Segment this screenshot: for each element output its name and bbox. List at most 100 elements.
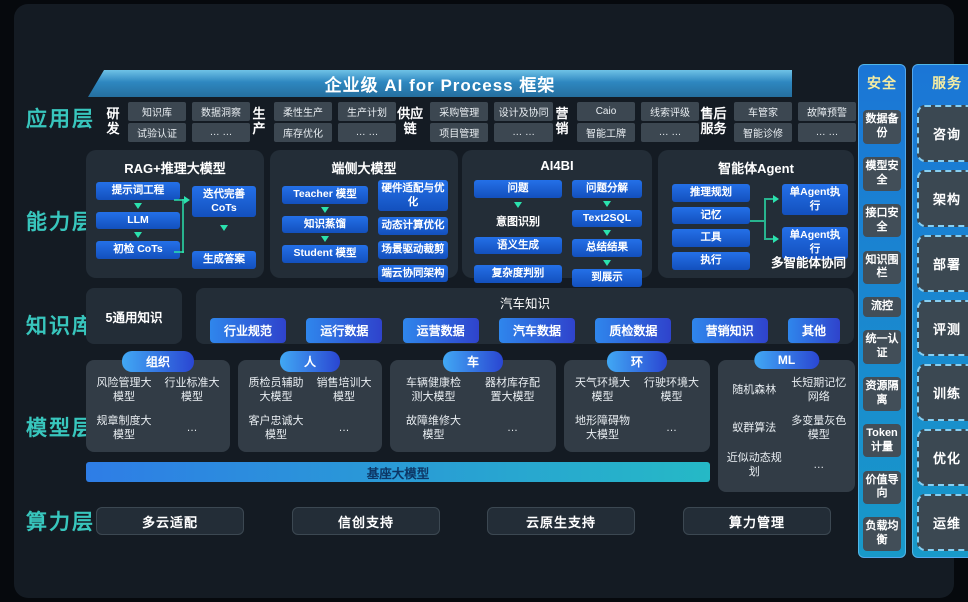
connector-line [750, 220, 764, 222]
app-cells: 知识库 试验认证 数据洞察 … … [128, 102, 250, 142]
app-cells: Caio 智能工牌 线索评级 … … [577, 102, 699, 142]
flow-box: 提示词工程 [96, 182, 180, 200]
capability-card-agent: 智能体Agent 推理规划 记忆 工具 执行 单Agent执行 单Agent执行… [658, 150, 854, 278]
service-item: 训练 [917, 364, 968, 422]
agent-footer-label: 多智能体协同 [770, 256, 846, 270]
flow-box: 端云协同架构 [378, 264, 448, 283]
connector-line [174, 199, 184, 201]
model-cell: 行驶环境大模型 [644, 377, 699, 404]
app-cell: 柔性生产 [274, 102, 332, 121]
app-cells: 柔性生产 库存优化 生产计划 … … [274, 102, 396, 142]
flow-text: 意图识别 [496, 215, 540, 228]
service-item: 运维 [917, 494, 968, 552]
security-item: 接口安全 [863, 203, 901, 238]
model-group-org: 组织 风险管理大模型 行业标准大模型 规章制度大模型 … [86, 351, 230, 452]
capability-card-rag: RAG+推理大模型 提示词工程 LLM 初检 CoTs 迭代完善 CoTs 生成… [86, 150, 264, 278]
card-title: 端侧大模型 [331, 161, 397, 176]
knowledge-pill: 营销知识 [691, 318, 768, 343]
model-cell: 地形障碍物大模型 [575, 414, 630, 441]
app-layer-row: 研发 知识库 试验认证 数据洞察 … … 生产 柔性生产 库存优化 生产计划 …… [104, 99, 856, 145]
connector-line [764, 198, 766, 240]
app-cell: Caio [577, 102, 635, 121]
app-cell: 生产计划 [338, 102, 396, 121]
security-panel-title: 安全 [867, 75, 897, 91]
app-cell: … … [494, 123, 553, 142]
flow-box: 单Agent执行 [782, 227, 848, 259]
compute-button-cloudnative: 云原生支持 [487, 507, 635, 535]
flow-box: 工具 [672, 229, 750, 247]
app-group-label: 生产 [252, 106, 266, 136]
flow-box: 硬件适配与优化 [378, 180, 448, 212]
model-cell: 风险管理大模型 [96, 377, 152, 404]
knowledge-pill: 运营数据 [402, 318, 479, 343]
security-item: 数据备份 [863, 110, 901, 144]
flow-box: 记忆 [672, 206, 750, 225]
model-cell: 随机森林 [732, 384, 777, 397]
app-cell: 智能工牌 [577, 123, 635, 142]
security-item: Token计量 [863, 423, 901, 458]
model-group-pill: 车 [442, 351, 504, 372]
edge-flow-left: Teacher 模型 知识蒸馏 Student 模型 [282, 186, 368, 263]
title-banner: 企业级 AI for Process 框架 [88, 70, 792, 97]
app-cell: 设计及协同 [494, 102, 553, 121]
compute-button-multicloud: 多云适配 [96, 507, 244, 535]
security-item: 资源隔离 [863, 377, 901, 411]
security-item: 统一认证 [863, 330, 901, 364]
flow-box: 单Agent执行 [782, 184, 848, 216]
app-cell: 线索评级 [641, 102, 699, 121]
rag-flow-right: 迭代完善 CoTs 生成答案 [192, 186, 256, 269]
app-cell: 故障预警 [798, 102, 856, 121]
edge-list-right: 硬件适配与优化 动态计算优化 场景驱动裁剪 端云协同架构 [378, 180, 448, 283]
connector-line [766, 238, 774, 240]
model-group-pill: 组织 [121, 351, 195, 372]
app-cell: 车管家 [734, 102, 792, 121]
app-group-production: 生产 柔性生产 库存优化 生产计划 … … [250, 102, 396, 142]
model-cell: 质检员辅助大模型 [248, 377, 304, 404]
service-item: 评测 [917, 299, 968, 357]
general-knowledge-card: 5通用知识 [86, 288, 182, 344]
rag-flow-left: 提示词工程 LLM 初检 CoTs [96, 182, 180, 259]
model-group-vehicle: 车 车辆健康检测大模型 器材库存配置大模型 故障维修大模型 … [390, 351, 556, 452]
model-group-environment: 环 天气环境大模型 行驶环境大模型 地形障碍物大模型 … [564, 351, 710, 452]
model-cell: 长短期记忆网络 [791, 377, 847, 404]
app-group-label: 供应链 [397, 106, 424, 136]
app-group-label: 研发 [106, 106, 120, 136]
model-cell: … [507, 421, 518, 434]
app-cells: 车管家 智能诊修 故障预警 … … [734, 102, 856, 142]
app-cells: 采购管理 项目管理 设计及协同 … … [430, 102, 553, 142]
flow-box: Teacher 模型 [282, 186, 368, 204]
ai4bi-flow-left: 问题 意图识别 语义生成 复杂度判别 [474, 180, 562, 283]
model-cell: 器材库存配置大模型 [485, 377, 540, 404]
model-cell: … [666, 421, 677, 434]
connector-line [766, 198, 774, 200]
app-group-label: 营销 [555, 106, 569, 136]
model-cells: 车辆健康检测大模型 器材库存配置大模型 故障维修大模型 … [390, 360, 556, 448]
model-cells: 随机森林 长短期记忆网络 蚁群算法 多变量灰色模型 近似动态规划 … [718, 360, 855, 486]
model-group-pill: ML [753, 351, 820, 369]
flow-box: Student 模型 [282, 245, 368, 263]
model-cell: 车辆健康检测大模型 [406, 377, 461, 404]
flow-box: 语义生成 [474, 236, 562, 255]
card-title: RAG+推理大模型 [124, 161, 226, 176]
knowledge-pill: 运行数据 [306, 318, 383, 343]
app-group-marketing: 营销 Caio 智能工牌 线索评级 … … [553, 102, 699, 142]
agent-list-left: 推理规划 记忆 工具 执行 [672, 184, 750, 270]
flow-box: 初检 CoTs [96, 241, 180, 259]
flow-box: 问题分解 [572, 180, 642, 198]
capability-card-edge: 端侧大模型 Teacher 模型 知识蒸馏 Student 模型 硬件适配与优化… [270, 150, 458, 283]
app-cell: … … [338, 123, 396, 142]
model-group-pill: 人 [279, 351, 341, 372]
card-title: 智能体Agent [718, 161, 794, 176]
service-item: 架构 [917, 169, 968, 227]
flow-box: 动态计算优化 [378, 217, 448, 235]
model-group-pill: 环 [606, 351, 668, 372]
card-title: AI4BI [540, 158, 574, 173]
model-cell: 故障维修大模型 [406, 414, 461, 441]
security-item: 价值导向 [863, 470, 901, 505]
page-title: 企业级 AI for Process 框架 [324, 76, 556, 95]
knowledge-pill: 质检数据 [595, 318, 672, 343]
app-cell: 数据洞察 [192, 102, 250, 121]
compute-button-xinchuang: 信创支持 [292, 507, 440, 535]
flow-box: 复杂度判别 [474, 265, 562, 283]
